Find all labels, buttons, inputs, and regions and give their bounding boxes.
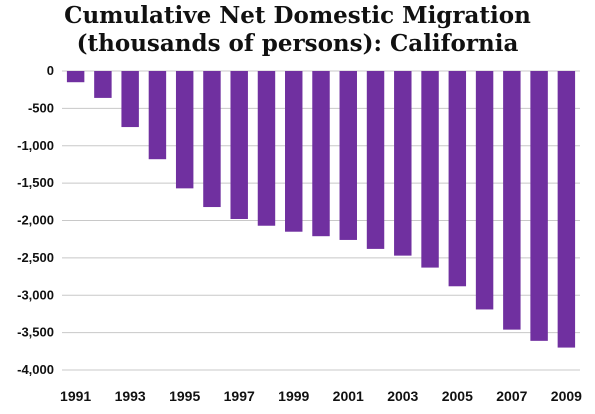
y-tick-label: 0 (47, 63, 54, 78)
y-tick-label: -2,500 (17, 250, 54, 265)
bar-1993 (121, 71, 139, 128)
bar-2000 (312, 71, 330, 237)
chart-title: Cumulative Net Domestic Migration (thous… (0, 2, 595, 58)
bar-1995 (175, 71, 194, 189)
bar-2003 (394, 71, 412, 256)
y-axis-tick-labels: 0 -500 -1,000 -1,500 -2,000 -2,500 -3,000 -3,50… (17, 63, 54, 377)
y-tick-label: -2,000 (17, 213, 54, 228)
x-tick-label: 1999 (278, 388, 309, 404)
bar-1991 (66, 71, 85, 83)
bar-2007 (503, 71, 521, 330)
y-tick-label: -3,000 (17, 287, 54, 302)
x-tick-label: 2009 (551, 388, 582, 404)
x-tick-label: 1991 (60, 388, 91, 404)
bar-1994 (148, 71, 167, 160)
bar-1996 (203, 71, 221, 208)
y-tick-label: -1,500 (17, 175, 54, 190)
bar-1999 (285, 71, 303, 232)
y-tick-label: -1,000 (17, 138, 54, 153)
x-tick-label: 2001 (333, 388, 364, 404)
x-axis-tick-labels: 1991 1993 1995 1997 1999 2001 2003 2005 2007 2009 (60, 388, 582, 404)
chart-title-line-2: (thousands of persons): California (76, 30, 519, 57)
x-tick-label: 1997 (224, 388, 255, 404)
x-tick-label: 1993 (115, 388, 146, 404)
bar-2008 (530, 71, 548, 341)
bar-1998 (257, 71, 276, 226)
bar-2001 (339, 71, 357, 240)
x-tick-label: 2007 (496, 388, 527, 404)
bars (66, 71, 576, 348)
chart-title-line-1: Cumulative Net Domestic Migration (64, 2, 531, 29)
bar-2009 (557, 71, 576, 348)
bar-2006 (475, 71, 494, 310)
bar-1992 (94, 71, 112, 98)
x-tick-label: 1995 (169, 388, 200, 404)
y-tick-label: -4,000 (17, 362, 54, 377)
y-tick-label: -500 (28, 100, 54, 115)
bar-1997 (230, 71, 248, 220)
x-tick-label: 2005 (442, 388, 473, 404)
x-tick-label: 2003 (387, 388, 418, 404)
bar-2002 (366, 71, 385, 249)
y-tick-label: -3,500 (17, 325, 54, 340)
bar-2005 (448, 71, 467, 287)
bar-2004 (421, 71, 439, 268)
